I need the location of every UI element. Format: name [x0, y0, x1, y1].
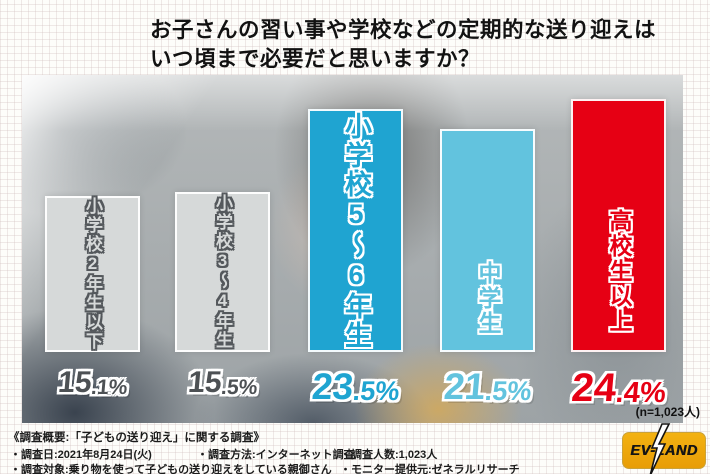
- survey-count: ・調査人数:1,023人: [340, 449, 438, 461]
- title-line-2: いつ頃まで必要だと思いますか？: [150, 47, 481, 72]
- bar: 小学校5〜6年生: [308, 109, 403, 352]
- bar: 小学校3〜4年生: [175, 192, 270, 352]
- ev-land-logo: EV-LAND: [618, 423, 710, 474]
- bar-category-label: 高校生以上: [606, 209, 632, 334]
- lightning-bolt-icon: [649, 423, 671, 474]
- bar: 中学生: [440, 129, 535, 352]
- page-title: お子さんの習い事や学校などの定期的な送り迎えは いつ頃まで必要だと思いますか？: [150, 16, 656, 74]
- bar: 小学校2年生以下: [45, 196, 140, 352]
- bar-category-label: 中学生: [475, 261, 501, 336]
- bar-category-label: 小学校2年生以下: [83, 197, 102, 351]
- survey-date: ・調査日:2021年8月24日(火): [10, 449, 152, 461]
- logo-text: EV-LAND: [630, 442, 698, 459]
- survey-method: ・調査方法:インターネット調査: [197, 449, 355, 461]
- survey-target: ・調査対象:乗り物を使って子どもの送り迎えをしている親御さん: [10, 464, 332, 474]
- logo-plate: EV-LAND: [622, 432, 706, 469]
- sample-size-note: (n=1,023人): [635, 405, 700, 419]
- bar: 高校生以上: [571, 99, 666, 352]
- bar-category-label: 小学校5〜6年生: [341, 111, 371, 350]
- bar-category-label: 小学校3〜4年生: [213, 194, 232, 350]
- survey-monitor: ・モニター提供元:ゼネラルリサーチ: [340, 464, 520, 474]
- title-line-1: お子さんの習い事や学校などの定期的な送り迎えは: [150, 18, 657, 42]
- survey-heading: 《調査概要:「子どもの送り迎え」に関する調査》: [8, 432, 265, 444]
